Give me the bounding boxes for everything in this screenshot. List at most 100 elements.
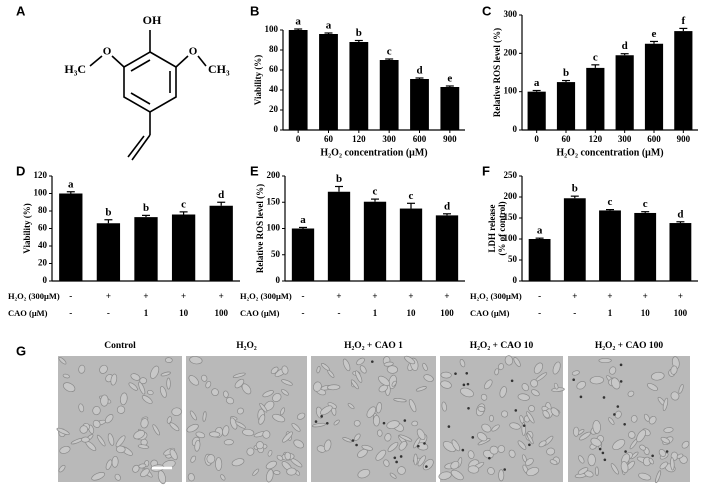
cell [56, 427, 70, 436]
cell [62, 382, 76, 393]
treatment-label: + [607, 291, 612, 301]
cell [160, 371, 171, 377]
cell [663, 427, 674, 433]
cell [477, 406, 486, 412]
cell [546, 447, 556, 456]
dead-cell [623, 422, 626, 426]
micrograph [311, 355, 436, 482]
cell [628, 431, 636, 439]
dead-cell [454, 372, 457, 375]
cell [266, 469, 274, 483]
x-tick-label: 120 [352, 134, 366, 144]
treatment-name: CAO (μM) [470, 308, 510, 318]
y-axis-label: Relative ROS level (%) [492, 28, 502, 117]
bar [319, 34, 338, 130]
y-tick-label: 80 [38, 205, 48, 215]
cell [78, 364, 86, 374]
cell [386, 365, 399, 374]
cell [627, 390, 635, 397]
cell [114, 473, 121, 481]
cell [587, 453, 596, 467]
cell [186, 423, 199, 433]
cell [225, 397, 235, 405]
cell [357, 469, 371, 479]
treatment-label: 1 [373, 308, 378, 318]
significance-letter: a [295, 16, 301, 28]
cell [350, 379, 359, 390]
bar [134, 217, 158, 281]
significance-letter: d [218, 189, 224, 201]
x-axis-label: H₂O₂ concentration (μM) [556, 147, 663, 158]
bar [349, 42, 369, 130]
cell [110, 373, 118, 386]
y-tick-label: 60 [38, 223, 48, 233]
cell [416, 428, 426, 441]
cell [620, 461, 629, 474]
treatment-label: 1 [144, 308, 149, 318]
y-tick-label: 300 [504, 9, 518, 19]
cell [272, 393, 282, 402]
significance-letter: c [608, 196, 613, 208]
significance-letter: b [105, 206, 111, 218]
bar [615, 55, 634, 130]
bar [599, 210, 621, 281]
cell [387, 441, 399, 452]
cell [609, 366, 617, 375]
cell [494, 368, 500, 376]
cell [530, 379, 539, 388]
treatment-label: - [107, 308, 110, 318]
y-tick-label: 60 [269, 64, 279, 74]
panel-letter: E [250, 163, 259, 178]
cell [531, 389, 540, 397]
cell [115, 435, 126, 448]
cell [258, 414, 266, 425]
cell [573, 426, 580, 437]
treatment-label: + [572, 291, 577, 301]
cell [326, 384, 341, 391]
cell [378, 375, 390, 386]
x-tick-label: 900 [677, 134, 691, 144]
cell [578, 455, 585, 464]
cell [498, 363, 504, 371]
cell [497, 445, 506, 453]
atom-label: OH [143, 13, 162, 27]
y-tick-label: 0 [513, 124, 518, 134]
cell [150, 365, 160, 379]
cell [440, 371, 452, 379]
cell [509, 422, 521, 430]
bar [327, 191, 351, 281]
dead-cell [471, 436, 475, 439]
cell [386, 420, 400, 430]
cell [281, 379, 293, 386]
panel-letter: D [16, 163, 25, 178]
x-tick-label: 900 [443, 134, 457, 144]
cell [316, 365, 321, 374]
cell [202, 411, 207, 422]
bar [644, 43, 664, 130]
significance-letter: c [593, 51, 598, 63]
cell [189, 356, 203, 365]
cell [614, 410, 622, 419]
cell [311, 422, 326, 428]
cell [91, 472, 106, 481]
dead-cell [320, 415, 323, 418]
cell [528, 405, 536, 412]
cell [553, 382, 559, 390]
bar [96, 223, 121, 281]
cell [592, 420, 601, 434]
significance-letter: d [444, 200, 450, 212]
cell [415, 386, 427, 392]
micrograph [568, 356, 690, 484]
dead-cell [651, 454, 654, 458]
cell [670, 457, 675, 471]
panel-letter: A [16, 3, 26, 18]
cell [423, 374, 434, 382]
cell [78, 403, 85, 413]
cell [242, 428, 255, 437]
cell [589, 376, 605, 385]
treatment-label: 1 [608, 308, 613, 318]
dead-cell [395, 460, 398, 464]
y-tick-label: 200 [504, 191, 518, 201]
y-tick-label: 20 [269, 104, 279, 114]
significance-letter: c [643, 198, 648, 210]
